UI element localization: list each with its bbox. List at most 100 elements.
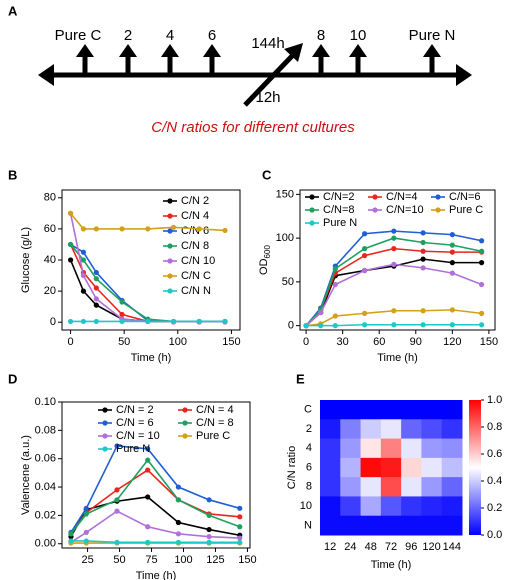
- heat-cell: [320, 457, 341, 478]
- up-arrows: [76, 43, 441, 107]
- heat-cell: [320, 419, 341, 440]
- data-point: [478, 260, 485, 266]
- data-point: [318, 323, 324, 329]
- data-point: [332, 323, 338, 329]
- y-tick-label: 60: [44, 223, 56, 235]
- data-point: [145, 457, 151, 463]
- y-tick-label: 0.00: [35, 538, 56, 550]
- heat-cell: [380, 515, 402, 536]
- data-point: [420, 308, 426, 314]
- data-point: [145, 494, 151, 500]
- heat-cell: [441, 400, 463, 420]
- y-tick-label: 80: [44, 192, 56, 204]
- data-point: [119, 311, 125, 318]
- data-point: [83, 505, 89, 511]
- y-tick-label: 0.10: [35, 396, 56, 408]
- ratio-label: 6: [208, 27, 216, 44]
- y-axis-title: Glucose (g/L): [20, 227, 32, 293]
- heat-cell: [421, 438, 443, 459]
- data-point: [80, 318, 87, 325]
- data-point: [391, 246, 397, 252]
- legend-label: Pure C: [449, 204, 483, 216]
- data-point: [119, 226, 125, 232]
- heat-cell: [340, 515, 362, 536]
- legend-marker: [182, 420, 188, 426]
- legend-label: C/N = 10: [116, 430, 160, 442]
- heat-cell: [421, 419, 443, 440]
- y-tick-label: 0: [50, 316, 56, 328]
- data-point: [145, 467, 151, 473]
- legend-label: C/N 8: [181, 240, 209, 252]
- data-point: [80, 272, 87, 279]
- heat-cell: [401, 457, 422, 478]
- data-point: [420, 239, 426, 246]
- x-tick-label: 12: [324, 541, 336, 553]
- data-point: [93, 269, 99, 276]
- y-axis-title: OD600: [258, 245, 272, 275]
- legend-label: C/N=10: [386, 204, 424, 216]
- heat-cell: [441, 515, 463, 536]
- data-point: [206, 526, 212, 533]
- data-point: [237, 514, 243, 520]
- heat-cell: [441, 457, 463, 478]
- heat-cell: [320, 496, 341, 517]
- data-point: [114, 508, 120, 514]
- heat-cell: [380, 419, 402, 440]
- ratio-label: 8: [317, 27, 325, 44]
- heat-cell: [421, 400, 443, 420]
- x-tick-label: 24: [344, 541, 356, 553]
- data-point: [478, 322, 485, 328]
- data-point: [361, 246, 368, 252]
- x-tick-label: 72: [385, 541, 397, 553]
- y-axis-title: C/N ratio: [286, 446, 298, 489]
- data-point: [478, 310, 485, 316]
- y-tick-label: 0.06: [35, 453, 56, 465]
- legend-label: Pure C: [196, 430, 230, 442]
- data-point: [67, 257, 74, 263]
- y-tick-label: 0.04: [35, 481, 56, 493]
- heat-cell: [441, 496, 463, 517]
- data-point: [175, 531, 181, 537]
- series-line: [305, 309, 482, 327]
- legend-marker: [167, 273, 173, 279]
- data-point: [145, 318, 151, 325]
- heat-cell: [421, 457, 443, 478]
- data-point: [449, 242, 455, 248]
- legend-label: C/N=8: [323, 204, 355, 216]
- heat-cell: [380, 400, 402, 420]
- colorbar-label: 0.6: [487, 448, 502, 460]
- data-point: [206, 512, 212, 518]
- data-point: [478, 238, 485, 244]
- legend-marker: [167, 243, 173, 249]
- x-tick-label: 25: [81, 554, 93, 566]
- heat-cell: [320, 477, 341, 497]
- data-point: [332, 266, 338, 272]
- heat-cell: [360, 496, 382, 517]
- y-tick-label: 150: [276, 188, 294, 200]
- heat-cell: [360, 457, 382, 478]
- series-line: [305, 263, 482, 327]
- x-tick-label: 120: [422, 541, 440, 553]
- y-axis-title-main: OD: [258, 258, 270, 275]
- series-line: [305, 247, 482, 327]
- data-point: [361, 231, 368, 237]
- data-point: [119, 299, 125, 305]
- y-tick-label: 6: [306, 461, 312, 473]
- y-tick-label: 20: [44, 285, 56, 297]
- colorbar-label: 1.0: [487, 394, 502, 406]
- data-point: [83, 529, 89, 536]
- data-point: [175, 519, 181, 526]
- y-tick-label: 50: [282, 276, 294, 288]
- data-point: [478, 248, 485, 254]
- heat-cell: [401, 400, 422, 420]
- heat-cell: [360, 515, 382, 536]
- arrow-head: [456, 64, 472, 86]
- data-point: [67, 241, 74, 248]
- legend-marker: [167, 213, 173, 219]
- data-point: [449, 232, 455, 238]
- legend-label: C/N = 2: [116, 404, 154, 416]
- data-point: [420, 248, 426, 254]
- legend-label: C/N=2: [323, 191, 355, 203]
- heat-cell: [380, 496, 402, 517]
- data-point: [391, 235, 397, 241]
